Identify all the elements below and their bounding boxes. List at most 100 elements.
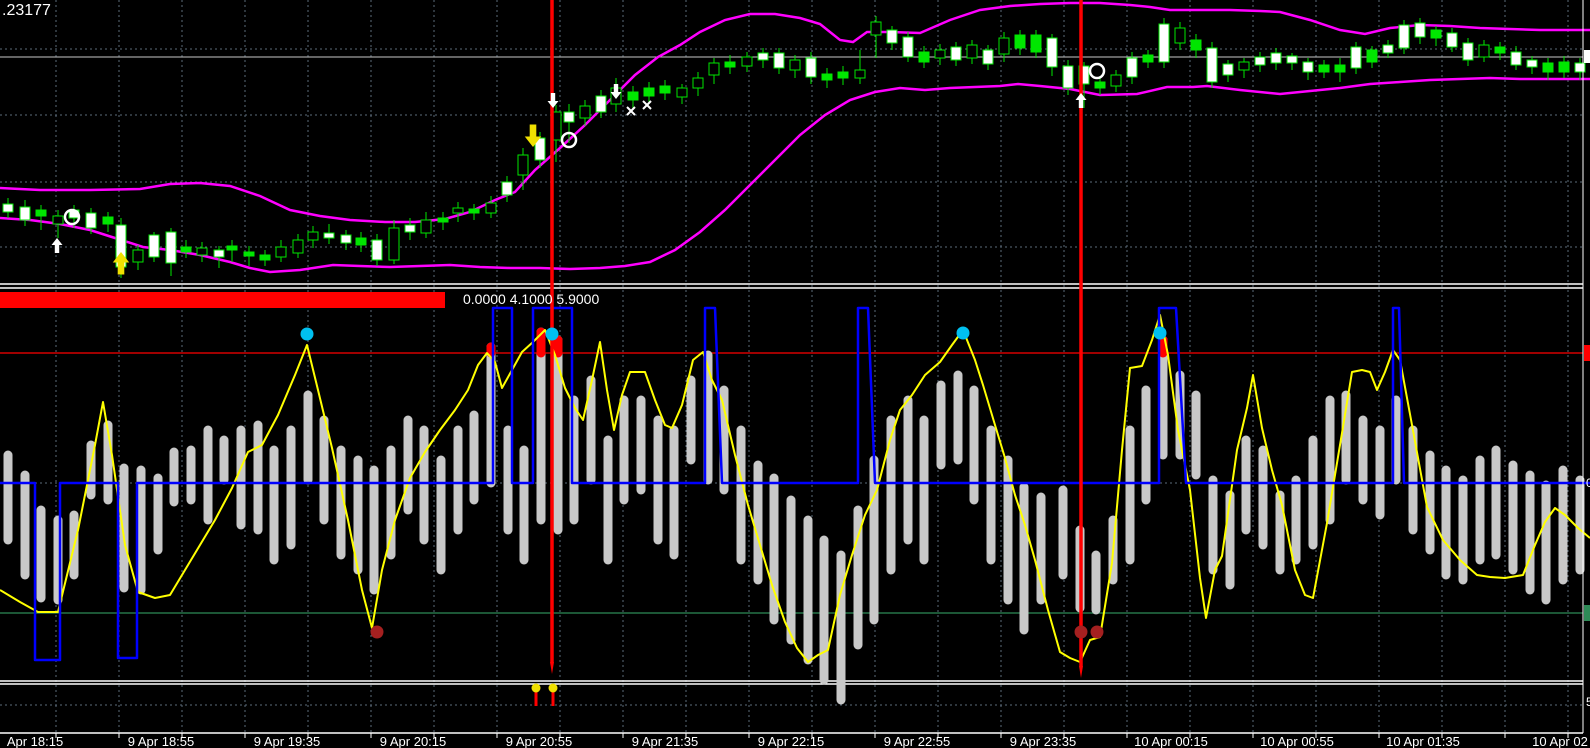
candle-body [998, 37, 1010, 55]
bollinger-upper-line [0, 1, 1590, 224]
candle-body [870, 21, 882, 36]
candle-body [1430, 29, 1442, 39]
time-axis-label: 10 Apr 02 [1532, 734, 1588, 748]
circle-marker [560, 131, 578, 149]
x-mark-icon [642, 100, 652, 110]
candle-body [19, 206, 31, 221]
candle-body [243, 251, 255, 257]
time-axis-label: 10 Apr 00:15 [1134, 734, 1208, 748]
candle-body [404, 224, 416, 233]
candle-body [805, 57, 817, 78]
event-vline-tip [1079, 666, 1083, 678]
candle-body [708, 62, 720, 76]
candle-body [1094, 81, 1106, 89]
candle-body [1270, 52, 1282, 64]
price-marker [1584, 50, 1590, 63]
candle-body [165, 231, 177, 264]
candle-body [1478, 44, 1490, 58]
strip-signal-dot [531, 683, 541, 693]
candle-body [627, 91, 639, 101]
green-level-marker [1584, 605, 1590, 621]
panel-separators [0, 283, 1583, 734]
candle-body [1142, 54, 1154, 63]
candle-body [1542, 62, 1554, 73]
candle-body [934, 49, 946, 59]
zero-level-label: 0 [1586, 476, 1590, 490]
candle-body [52, 215, 64, 225]
red-level-marker [1584, 345, 1590, 361]
candle-body [902, 36, 914, 58]
candle-body [132, 249, 144, 263]
candle-body [1462, 42, 1474, 61]
candle-body [437, 217, 449, 223]
candle-body [307, 231, 319, 241]
time-axis-label: 9 Apr 22:15 [758, 734, 825, 748]
time-axis[interactable]: Apr 18:15 9 Apr 18:55 9 Apr 19:35 9 Apr 20:… [7, 733, 1588, 748]
time-axis-label: 9 Apr 19:35 [254, 734, 321, 748]
time-axis-label: 10 Apr 01:35 [1386, 734, 1460, 748]
candle-body [226, 245, 238, 251]
candle-body [1286, 55, 1298, 64]
cyan-signal-dot [956, 326, 970, 340]
down-arrow-marker [610, 84, 622, 99]
candle-body [340, 234, 352, 244]
candle-body [1174, 27, 1186, 44]
circle-marker [63, 208, 81, 226]
candle-body [1078, 65, 1090, 85]
candle-body [292, 239, 304, 254]
event-vline-tip [550, 662, 554, 674]
candle-body [388, 227, 400, 261]
signal-strip [531, 683, 558, 706]
indicator-red-banner [0, 292, 445, 308]
darkred-signal-dot [370, 625, 384, 639]
candle-body [789, 59, 801, 71]
up-arrow-marker [51, 238, 63, 253]
candle-body [1334, 64, 1346, 73]
time-axis-label: 9 Apr 20:55 [506, 734, 573, 748]
candle-body [741, 56, 753, 67]
candle-body [643, 87, 655, 97]
candle-body [1046, 37, 1058, 68]
event-vertical-lines[interactable] [550, 0, 1083, 678]
candle-body [2, 203, 14, 213]
candle-body [1526, 59, 1538, 68]
candle-body [1414, 22, 1426, 38]
candle-body [982, 49, 994, 65]
candle-body [1574, 62, 1586, 73]
candle-body [452, 207, 464, 214]
candle-body [485, 202, 497, 214]
candle-body [966, 44, 978, 59]
candle-body [501, 181, 513, 196]
candle-body [676, 87, 688, 98]
candle-body [420, 219, 432, 234]
candle-body [1494, 46, 1506, 54]
candle-body [1510, 51, 1522, 66]
cyan-signal-dot [300, 327, 314, 341]
candle-body [1126, 57, 1138, 78]
candle-body [1206, 47, 1218, 83]
candle-body [1350, 46, 1362, 69]
candle-body [148, 234, 160, 258]
darkred-signal-dot [1074, 625, 1088, 639]
candle-body [85, 212, 97, 229]
candle-body [854, 69, 866, 79]
candle-body [1158, 23, 1170, 63]
candle-body [1190, 39, 1202, 51]
candle-body [517, 154, 529, 176]
down-arrow-marker [524, 124, 542, 147]
candle-body [773, 52, 785, 69]
candle-body [1222, 63, 1234, 76]
candle-body [1302, 61, 1314, 73]
up-arrow-marker [1075, 93, 1087, 108]
oscillator-yellow-line [0, 314, 1590, 663]
time-axis-label: 9 Apr 23:35 [1010, 734, 1077, 748]
candle-body [1382, 44, 1394, 54]
candle-body [692, 77, 704, 89]
up-arrow-marker [112, 252, 130, 275]
right-price-scale[interactable]: 05 [1582, 0, 1590, 733]
candle-body [196, 247, 208, 256]
candle-body [821, 73, 833, 81]
candle-body [468, 208, 480, 214]
